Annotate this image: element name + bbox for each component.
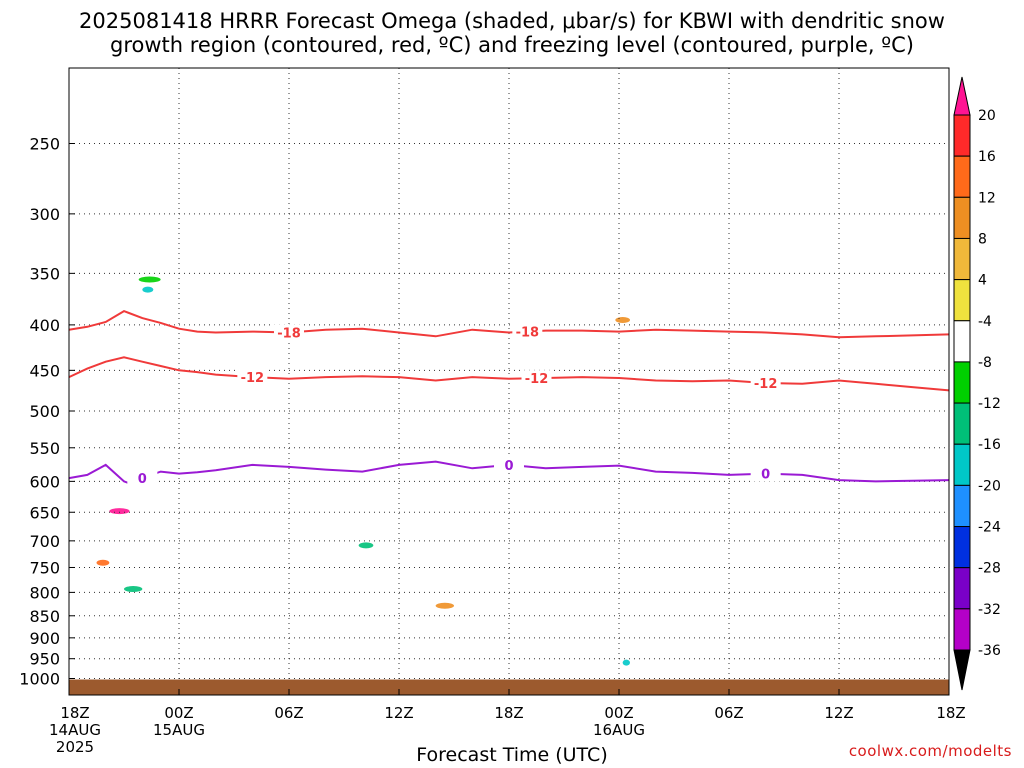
- xtick-label-12-1: 06Z: [274, 704, 303, 722]
- ytick-label-500: 500: [29, 402, 60, 421]
- chart-title-line-1: 2025081418 HRRR Forecast Omega (shaded, …: [79, 9, 945, 33]
- xtick-label-18-1: 12Z: [384, 704, 413, 722]
- colorbar-label-4: 8: [978, 231, 987, 247]
- xtick-label-0-2: 14AUG: [49, 721, 101, 739]
- contours: -18 -18 -12 -12 -12 0 0 0: [68, 309, 950, 487]
- contour-label-0-1: 0: [138, 472, 147, 487]
- colorbar-swatch-12: [953, 567, 971, 610]
- colorbar-label-7: -8: [978, 355, 992, 371]
- colorbar-label-2: 16: [978, 149, 996, 165]
- colorbar-label-11: -24: [978, 520, 1001, 536]
- chart-title-line-2: growth region (contoured, red, ºC) and f…: [110, 33, 914, 57]
- contour-label--12-2: -12: [525, 372, 549, 387]
- colorbar-swatch-7: [953, 361, 971, 404]
- omega-region-1: [96, 559, 110, 566]
- omega-region-5: [142, 286, 154, 293]
- ytick-label-900: 900: [29, 629, 60, 648]
- colorbar-label-10: -20: [978, 478, 1001, 494]
- colorbar-swatch-11: [953, 526, 971, 569]
- contour-label--12-3: -12: [754, 377, 778, 392]
- colorbar-swatch-5: [953, 279, 971, 322]
- colorbar-swatch-9: [953, 443, 971, 486]
- omega-region-6: [435, 602, 455, 609]
- omega-region-8: [615, 316, 631, 323]
- colorbar-swatch-6: [953, 320, 971, 363]
- x-axis-label: Forecast Time (UTC): [416, 744, 608, 766]
- ytick-label-550: 550: [29, 439, 60, 458]
- contour-label-bg-0-3: [750, 465, 781, 482]
- colorbar-swatch-13: [953, 608, 971, 651]
- ytick-label-700: 700: [29, 532, 60, 551]
- credit-text: coolwx.com/modelts: [848, 742, 1012, 760]
- colorbar-label-3: 12: [978, 190, 996, 206]
- colorbar-label-13: -32: [978, 602, 1001, 618]
- ytick-label-650: 650: [29, 503, 60, 522]
- contour-label-bg--18-2: [512, 323, 543, 340]
- xtick-label-48-1: 18Z: [936, 704, 965, 722]
- colorbar-swatch-2: [953, 155, 971, 198]
- contour-label-bg--12-2: [521, 370, 552, 387]
- contour-label-bg--12-1: [237, 369, 268, 386]
- contour-label--18-2: -18: [516, 326, 540, 341]
- xtick-label-0-1: 18Z: [60, 704, 89, 722]
- xtick-label-42-1: 12Z: [824, 704, 853, 722]
- colorbar-swatch-3: [953, 196, 971, 239]
- contour-label-bg-0-1: [127, 470, 158, 487]
- ytick-label-1000: 1000: [19, 670, 60, 689]
- omega-region-9: [622, 659, 630, 666]
- ytick-label-350: 350: [29, 264, 60, 283]
- xtick-label-6-2: 15AUG: [153, 721, 205, 739]
- colorbar-bottom-arrow: [953, 649, 971, 691]
- colorbar-label-14: -36: [978, 643, 1001, 659]
- xtick-label-30-2: 16AUG: [593, 721, 645, 739]
- ytick-label-850: 850: [29, 607, 60, 626]
- contour--18: [68, 309, 950, 339]
- ytick-label-250: 250: [29, 135, 60, 154]
- contour-label-bg-0-2: [494, 456, 524, 473]
- contour-label-bg--12-3: [750, 374, 781, 391]
- contour-label-bg--18-1: [274, 324, 304, 341]
- xtick-label-0-3: 2025: [56, 738, 94, 756]
- omega-region-7: [358, 542, 374, 549]
- colorbar-label-1: 20: [978, 108, 996, 124]
- omega-region-2: [109, 508, 130, 515]
- colorbar-label-12: -28: [978, 561, 1001, 577]
- ytick-label-400: 400: [29, 316, 60, 335]
- colorbar-swatch-4: [953, 237, 971, 281]
- colorbar-swatch-10: [953, 484, 971, 528]
- grid: [68, 68, 950, 695]
- colorbar-swatch-8: [953, 402, 971, 445]
- xtick-label-24-1: 18Z: [494, 704, 523, 722]
- contour-label--18-1: -18: [277, 327, 301, 342]
- xtick-label-30-1: 00Z: [604, 704, 633, 722]
- colorbar-label-6: -4: [978, 314, 992, 330]
- plot-frame: [68, 67, 950, 696]
- contour-label--12-1: -12: [241, 371, 265, 386]
- contour-label-0-3: 0: [761, 468, 770, 483]
- colorbar-swatch-1: [953, 114, 971, 157]
- omega-region-3: [124, 586, 143, 593]
- colorbar-top-arrow: [953, 76, 971, 116]
- ytick-label-600: 600: [29, 472, 60, 491]
- colorbar: 20 16 12 8 4 -4 -8 -12 -16 -20 -24 -28 -32 -36: [953, 76, 1001, 691]
- ytick-label-450: 450: [29, 361, 60, 380]
- contour-label-0-2: 0: [504, 459, 513, 474]
- colorbar-label-8: -12: [978, 396, 1001, 412]
- ytick-label-950: 950: [29, 650, 60, 669]
- ytick-label-300: 300: [29, 205, 60, 224]
- xtick-label-36-1: 06Z: [714, 704, 743, 722]
- colorbar-label-5: 4: [978, 273, 987, 289]
- omega-region-4: [138, 276, 161, 283]
- ytick-label-750: 750: [29, 558, 60, 577]
- ytick-label-800: 800: [29, 583, 60, 602]
- colorbar-label-9: -16: [978, 437, 1001, 453]
- xtick-label-6-1: 00Z: [164, 704, 193, 722]
